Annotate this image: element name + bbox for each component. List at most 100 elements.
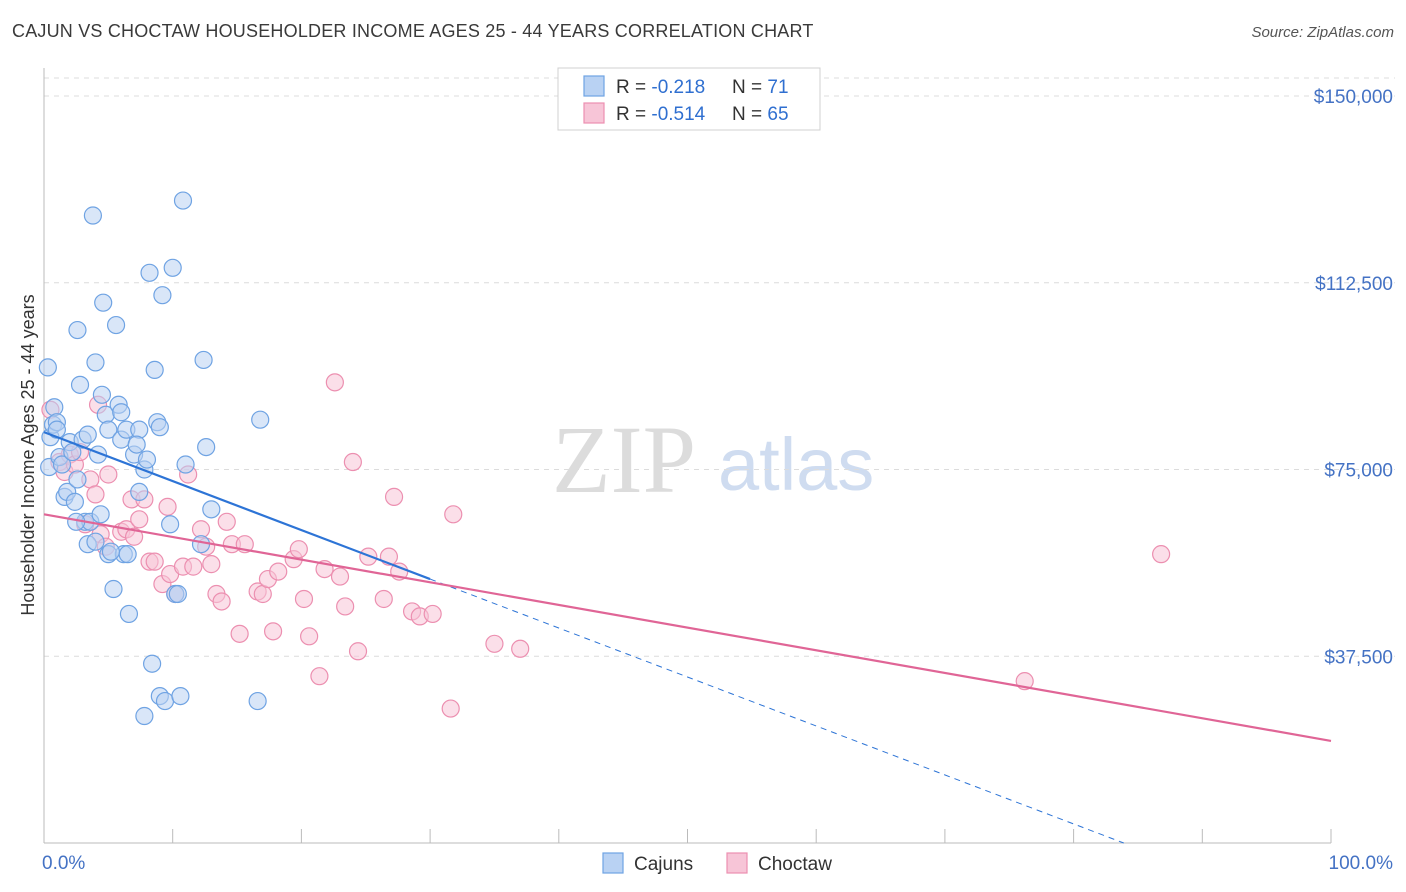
choctaw-point: [289, 540, 308, 559]
cajuns-point: [86, 353, 105, 372]
cajuns-trend-extension: [429, 578, 1124, 844]
trend-lines: [43, 431, 1332, 844]
choctaw-point: [184, 557, 203, 576]
choctaw-point: [263, 622, 283, 641]
choctaw-point: [423, 604, 442, 624]
choctaw-point: [336, 597, 355, 616]
choctaw-point: [1152, 545, 1171, 564]
choctaw-point: [269, 562, 288, 581]
watermark-zip: ZIP: [552, 406, 696, 513]
cajuns-point: [94, 293, 113, 312]
choctaw-point: [212, 592, 231, 611]
choctaw-point: [217, 512, 236, 531]
cajuns-point: [68, 320, 87, 340]
choctaw-point: [511, 639, 530, 658]
legend-r-value-cajuns: -0.218: [651, 77, 705, 98]
cajuns-point: [91, 505, 110, 524]
cajuns-point: [168, 584, 187, 604]
choctaw-point: [310, 667, 329, 686]
cajuns-point: [202, 500, 221, 519]
svg-text:R = -0.218: R = -0.218: [616, 77, 705, 98]
cajuns-point: [191, 535, 211, 554]
svg-text:R = -0.514: R = -0.514: [616, 104, 706, 125]
y-axis-title: Householder Income Ages 25 - 44 years: [18, 294, 38, 615]
cajuns-trend-line: [43, 431, 431, 581]
choctaw-point: [348, 642, 368, 661]
choctaw-point: [325, 373, 344, 392]
cajuns-point: [145, 360, 164, 379]
cajuns-point: [45, 398, 64, 417]
tick-labels: $37,500 $75,000 $112,500 $150,000 0.0% 100.0%: [42, 87, 1393, 874]
cajuns-point: [176, 455, 195, 474]
choctaw-point: [130, 510, 149, 529]
cajuns-point: [101, 542, 121, 561]
cajuns-point: [106, 315, 126, 335]
choctaw-point: [99, 465, 118, 484]
cajuns-point: [86, 532, 105, 551]
cajuns-point: [143, 654, 162, 673]
choctaw-point: [124, 527, 144, 546]
cajuns-point: [251, 410, 270, 429]
cajuns-point: [194, 350, 213, 370]
x-tick-label-end: 100.0%: [1329, 853, 1394, 874]
axes: [43, 68, 1332, 844]
cajuns-point: [163, 258, 182, 277]
watermark-atlas: atlas: [718, 423, 874, 506]
cajuns-point: [119, 604, 139, 624]
cajuns-point: [99, 420, 118, 439]
legend-r-label-cajuns: R =: [616, 77, 651, 98]
legend-n-label-choctaw: N =: [732, 104, 767, 125]
cajuns-point: [127, 435, 146, 454]
choctaw-point: [485, 634, 504, 653]
legend-n-value-cajuns: 71: [767, 77, 788, 98]
choctaw-point: [294, 589, 314, 609]
bottom-legend-label-choctaw: Choctaw: [758, 854, 832, 875]
legend-swatch-choctaw: [583, 102, 605, 124]
choctaw-point: [441, 699, 460, 718]
legend-n-value-choctaw: 65: [767, 104, 788, 125]
bottom-legend: Cajuns Choctaw: [602, 852, 832, 875]
cajuns-point: [161, 515, 180, 534]
y-tick-label: $75,000: [1324, 461, 1393, 482]
legend-swatch-cajuns: [583, 75, 605, 97]
source-label: Source: ZipAtlas.com: [1251, 24, 1394, 41]
legend-r-value-choctaw: -0.514: [651, 104, 705, 125]
y-tick-label: $112,500: [1315, 274, 1393, 295]
bottom-legend-label-cajuns: Cajuns: [634, 854, 693, 875]
cajuns-point: [78, 425, 97, 444]
cajuns-point: [248, 691, 267, 711]
choctaw-trend-line: [43, 513, 1332, 742]
cajuns-point: [70, 375, 90, 394]
y-tick-label: $150,000: [1314, 87, 1393, 108]
cajuns-point: [130, 482, 149, 502]
bottom-legend-swatch-choctaw: [726, 852, 748, 874]
cajuns-point: [52, 455, 72, 474]
gridlines: [44, 77, 1395, 657]
legend-r-label-choctaw: R =: [616, 104, 651, 125]
choctaw-point: [158, 497, 177, 516]
cajuns-point: [65, 492, 84, 511]
chart-title: CAJUN VS CHOCTAW HOUSEHOLDER INCOME AGES…: [12, 21, 814, 41]
choctaw-point: [330, 567, 350, 586]
cajuns-point: [92, 385, 112, 404]
cajuns-points: [38, 191, 270, 726]
cajuns-point: [83, 206, 103, 225]
cajuns-point: [171, 686, 190, 706]
cajuns-point: [68, 470, 87, 489]
cajuns-point: [197, 437, 216, 457]
cajuns-point: [137, 450, 157, 469]
choctaw-point: [145, 552, 164, 571]
cajuns-point: [118, 545, 137, 564]
choctaw-point: [300, 627, 319, 646]
choctaw-point: [384, 487, 404, 506]
choctaw-point: [230, 624, 249, 643]
top-legend: R = -0.218 N = 71 R = -0.514 N = 65: [557, 67, 821, 131]
cajuns-point: [153, 286, 172, 305]
svg-text:N = 65: N = 65: [732, 104, 789, 125]
bottom-legend-swatch-cajuns: [602, 852, 624, 874]
cajuns-point: [155, 691, 175, 711]
y-tick-label: $37,500: [1324, 647, 1393, 668]
choctaw-point: [86, 485, 105, 504]
cajuns-point: [130, 420, 149, 439]
